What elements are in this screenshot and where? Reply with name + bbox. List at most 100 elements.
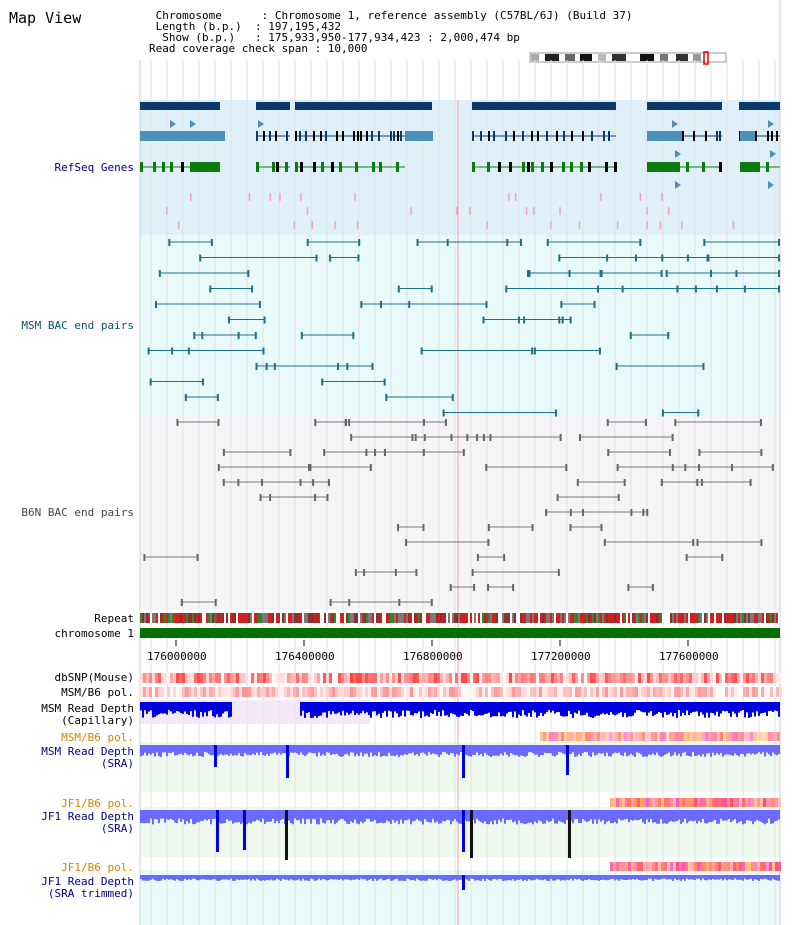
- bac-end: [485, 464, 488, 471]
- repeat-cell: [562, 613, 564, 623]
- repeat-cell: [658, 613, 660, 623]
- repeat-cell: [466, 613, 468, 623]
- depth-bar: [714, 702, 716, 716]
- depth-bar: [730, 875, 732, 880]
- pol-cell: [637, 798, 640, 807]
- depth-bar: [458, 745, 460, 756]
- dbsnp-cell: [455, 673, 458, 683]
- repeat-cell: [740, 613, 742, 623]
- depth-bar: [702, 702, 704, 715]
- repeat-cell: [434, 613, 436, 623]
- dbsnp-cell: [659, 673, 662, 683]
- pol-cell: [657, 732, 660, 741]
- depth-bar: [690, 810, 692, 821]
- depth-bar: [328, 875, 330, 880]
- depth-bar: [536, 810, 538, 824]
- dbsnp-cell: [389, 673, 392, 683]
- jf1-depth-trimmed-label: JF1 Read Depth (SRA trimmed): [41, 876, 134, 900]
- chromosome-ideogram[interactable]: [529, 51, 727, 65]
- depth-bar: [622, 745, 624, 757]
- depth-bar: [478, 875, 480, 881]
- bac-end: [674, 419, 677, 426]
- bac-end: [321, 378, 324, 386]
- depth-bar: [340, 745, 342, 757]
- depth-bar: [236, 810, 238, 823]
- repeat-cell: [774, 613, 776, 623]
- depth-bar: [604, 702, 606, 715]
- depth-bar: [458, 875, 460, 880]
- dbsnp-cell: [395, 673, 398, 683]
- depth-bar: [760, 745, 762, 754]
- repeat-cell: [450, 613, 452, 623]
- depth-bar: [586, 810, 588, 823]
- depth-bar: [728, 810, 730, 820]
- bac-end: [749, 479, 752, 486]
- depth-bar: [356, 702, 358, 714]
- pol-cell: [625, 798, 628, 807]
- depth-bar: [374, 702, 376, 712]
- depth-bar: [186, 702, 188, 714]
- depth-bar: [480, 810, 482, 822]
- depth-bar: [582, 875, 584, 881]
- depth-bar: [400, 810, 402, 820]
- depth-bar: [198, 745, 200, 756]
- gene-exon: [556, 131, 558, 141]
- depth-bar: [558, 810, 560, 821]
- bac-end: [222, 479, 225, 486]
- pol-cell: [672, 732, 675, 741]
- depth-bar: [556, 875, 558, 880]
- bac-end: [558, 316, 561, 324]
- depth-bar: [250, 875, 252, 881]
- pol-cell: [428, 687, 431, 697]
- depth-bar: [310, 875, 312, 879]
- depth-bar: [384, 745, 386, 756]
- depth-bar: [578, 702, 580, 711]
- depth-bar: [538, 745, 540, 757]
- dbsnp-cell: [434, 673, 437, 683]
- depth-bar: [494, 875, 496, 880]
- pol-cell: [221, 687, 224, 697]
- gene-exon: [682, 131, 684, 141]
- dbsnp-cell: [548, 673, 551, 683]
- depth-bar: [534, 745, 536, 755]
- dbsnp-cell: [752, 673, 755, 683]
- repeat-cell: [720, 613, 722, 623]
- depth-bar: [542, 702, 544, 717]
- depth-bar: [674, 702, 676, 714]
- pol-cell: [757, 798, 760, 807]
- depth-bar: [224, 745, 226, 755]
- depth-bar: [468, 810, 470, 822]
- depth-bar: [432, 810, 434, 819]
- pol-cell: [573, 732, 576, 741]
- depth-bar: [670, 875, 672, 880]
- gene-exon: [608, 131, 610, 141]
- depth-bar: [704, 745, 706, 757]
- depth-bar: [608, 745, 610, 757]
- pol-cell: [622, 862, 625, 871]
- depth-bar: [590, 875, 592, 881]
- depth-bar: [342, 745, 344, 757]
- depth-bar: [158, 702, 160, 715]
- depth-bar: [602, 875, 604, 880]
- depth-bar: [332, 810, 334, 820]
- repeat-cell: [372, 613, 374, 623]
- depth-bar: [458, 810, 460, 824]
- pol-cell: [536, 687, 539, 697]
- depth-bar: [324, 875, 326, 880]
- depth-bar: [344, 702, 346, 716]
- bac-end: [503, 554, 506, 561]
- gene-exon: [472, 162, 475, 172]
- repeat-cell: [564, 613, 566, 623]
- depth-bar: [196, 875, 198, 881]
- repeat-cell: [198, 613, 200, 623]
- repeat-cell: [162, 613, 164, 623]
- depth-bar: [598, 810, 600, 820]
- depth-bar: [592, 810, 594, 824]
- repeat-cell: [362, 613, 364, 623]
- repeat-cell: [692, 613, 694, 623]
- depth-bar: [770, 875, 772, 881]
- depth-bar: [764, 810, 766, 825]
- repeat-cell: [634, 613, 636, 623]
- dbsnp-cell: [557, 673, 560, 683]
